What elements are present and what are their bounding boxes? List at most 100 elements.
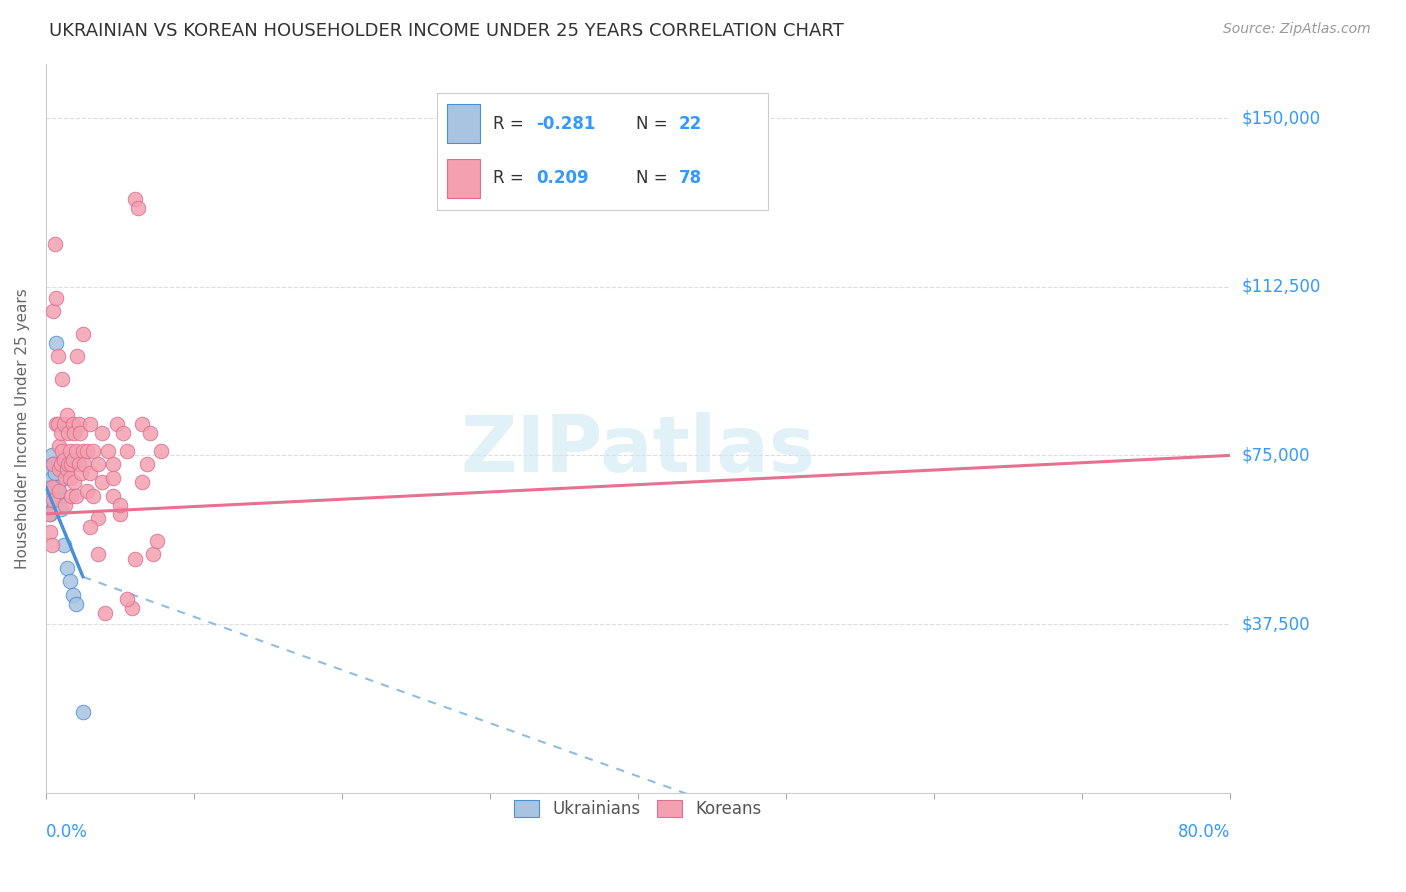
Point	[42, 458, 65, 472]
Text: $75,000: $75,000	[1241, 446, 1310, 465]
Text: ZIPatlas: ZIPatlas	[461, 412, 815, 488]
Text: 80.0%: 80.0%	[1178, 823, 1230, 841]
Point	[79, 467, 101, 481]
Point	[45, 291, 67, 305]
Point	[46, 480, 69, 494]
Point	[55, 561, 77, 575]
Point	[45, 335, 67, 350]
Point	[108, 498, 131, 512]
Point	[62, 588, 84, 602]
Point	[87, 511, 110, 525]
Text: $112,500: $112,500	[1241, 277, 1320, 296]
Point	[38, 480, 60, 494]
Point	[42, 493, 65, 508]
Point	[46, 350, 69, 364]
Point	[65, 597, 87, 611]
Point	[91, 475, 114, 490]
Point	[42, 502, 65, 516]
Point	[55, 408, 77, 422]
Point	[59, 443, 82, 458]
Point	[46, 458, 69, 472]
Point	[65, 443, 87, 458]
Point	[38, 507, 60, 521]
Point	[39, 507, 62, 521]
Point	[94, 606, 117, 620]
Point	[49, 458, 72, 472]
Point	[79, 417, 101, 431]
Point	[127, 201, 149, 215]
Point	[121, 601, 143, 615]
Point	[51, 372, 73, 386]
Legend: Ukrainians, Koreans: Ukrainians, Koreans	[508, 793, 769, 824]
Point	[63, 425, 86, 440]
Point	[45, 417, 67, 431]
Point	[41, 471, 63, 485]
Point	[142, 547, 165, 561]
Point	[72, 443, 94, 458]
Point	[131, 417, 153, 431]
Point	[87, 547, 110, 561]
Point	[67, 417, 90, 431]
Y-axis label: Householder Income Under 25 years: Householder Income Under 25 years	[15, 288, 30, 569]
Point	[146, 533, 169, 548]
Point	[101, 471, 124, 485]
Point	[42, 304, 65, 318]
Point	[46, 417, 69, 431]
Point	[72, 705, 94, 719]
Point	[59, 471, 82, 485]
Point	[105, 417, 128, 431]
Point	[108, 507, 131, 521]
Point	[82, 489, 104, 503]
Point	[53, 498, 76, 512]
Point	[63, 475, 86, 490]
Point	[44, 237, 66, 252]
Point	[73, 458, 96, 472]
Point	[52, 538, 75, 552]
Point	[79, 520, 101, 534]
Point	[87, 458, 110, 472]
Point	[76, 443, 98, 458]
Point	[101, 489, 124, 503]
Point	[52, 417, 75, 431]
Point	[53, 471, 76, 485]
Point	[60, 489, 83, 503]
Point	[41, 538, 63, 552]
Point	[131, 475, 153, 490]
Point	[48, 462, 70, 476]
Point	[111, 425, 134, 440]
Text: $150,000: $150,000	[1241, 109, 1320, 127]
Point	[124, 192, 146, 206]
Point	[48, 493, 70, 508]
Point	[48, 439, 70, 453]
Point	[62, 453, 84, 467]
Point	[117, 443, 139, 458]
Point	[117, 592, 139, 607]
Point	[135, 458, 157, 472]
Point	[82, 443, 104, 458]
Point	[37, 462, 59, 476]
Point	[91, 425, 114, 440]
Point	[49, 425, 72, 440]
Point	[51, 443, 73, 458]
Point	[48, 484, 70, 499]
Point	[56, 458, 79, 472]
Point	[60, 458, 83, 472]
Point	[101, 458, 124, 472]
Point	[56, 425, 79, 440]
Point	[138, 425, 160, 440]
Point	[44, 480, 66, 494]
Point	[41, 449, 63, 463]
Text: 0.0%: 0.0%	[46, 823, 87, 841]
Point	[124, 552, 146, 566]
Text: $37,500: $37,500	[1241, 615, 1310, 633]
Point	[67, 458, 90, 472]
Text: UKRAINIAN VS KOREAN HOUSEHOLDER INCOME UNDER 25 YEARS CORRELATION CHART: UKRAINIAN VS KOREAN HOUSEHOLDER INCOME U…	[49, 22, 844, 40]
Point	[49, 502, 72, 516]
Point	[150, 443, 173, 458]
Point	[65, 489, 87, 503]
Point	[66, 350, 89, 364]
Point	[41, 480, 63, 494]
Point	[52, 453, 75, 467]
Point	[42, 480, 65, 494]
Point	[76, 484, 98, 499]
